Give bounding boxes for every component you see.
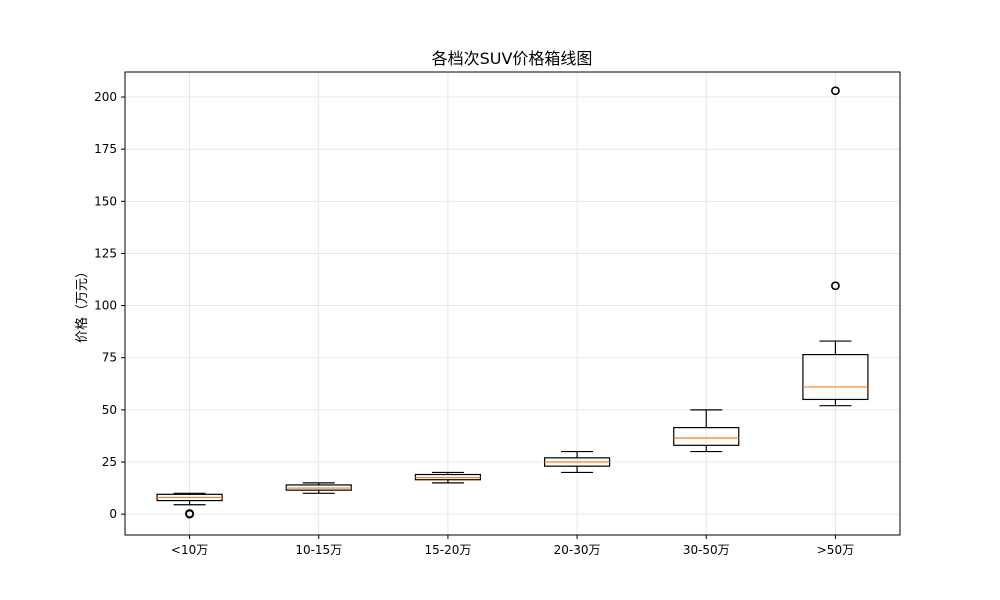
x-tick-label: 15-20万 (424, 543, 471, 557)
y-tick-label: 0 (109, 507, 117, 521)
x-tick-label: 30-50万 (683, 543, 730, 557)
y-tick-label: 125 (94, 246, 117, 260)
box-group (802, 86, 869, 407)
x-tick-label: 20-30万 (554, 543, 601, 557)
y-tick-label: 50 (102, 403, 117, 417)
grid-layer (125, 72, 900, 535)
y-tick-label: 25 (102, 455, 117, 469)
box-group (414, 471, 482, 484)
chart-title: 各档次SUV价格箱线图 (432, 49, 593, 68)
outlier-point (185, 509, 194, 518)
box-iqr (802, 353, 869, 401)
x-tick-label: <10万 (171, 543, 208, 557)
y-tick-label: 100 (94, 299, 117, 313)
y-axis-label: 价格（万元） (74, 265, 90, 343)
y-tick-label: 175 (94, 142, 117, 156)
y-tick-label: 75 (102, 351, 117, 365)
x-tick-label: >50万 (817, 543, 854, 557)
axes-layer: 0 25 50 75 100 125 150 175 200 <10万 10-15万 15-20万 20… (94, 71, 901, 557)
boxes-layer (156, 86, 869, 519)
outlier-point (831, 281, 840, 291)
y-tick-label: 200 (94, 90, 117, 104)
outlier-point (831, 86, 840, 96)
box-group (543, 450, 611, 474)
y-tick-label: 150 (94, 194, 117, 208)
x-tick-label: 10-15万 (295, 543, 342, 557)
box-iqr (673, 426, 740, 446)
box-group (285, 482, 352, 494)
plot-frame (124, 71, 901, 536)
box-group (156, 492, 223, 519)
box-group (673, 409, 740, 453)
